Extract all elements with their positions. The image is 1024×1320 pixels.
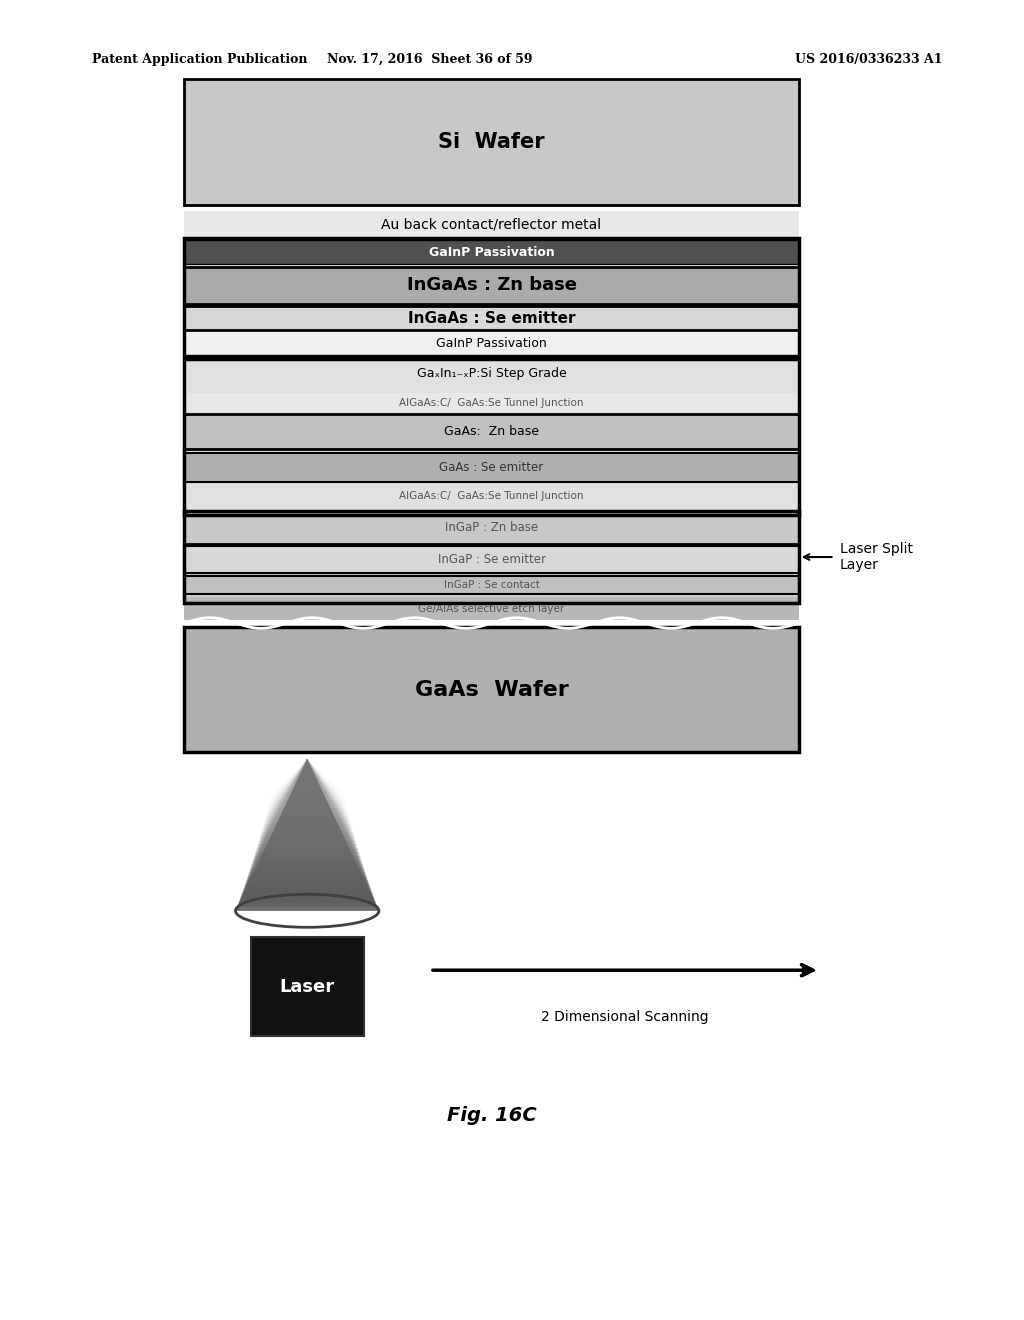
Text: Au back contact/reflector metal: Au back contact/reflector metal [382,218,601,231]
FancyBboxPatch shape [184,306,799,330]
Polygon shape [255,759,359,854]
Text: GaAs  Wafer: GaAs Wafer [415,680,568,700]
Polygon shape [250,759,365,870]
FancyBboxPatch shape [184,627,799,752]
Polygon shape [244,759,371,887]
FancyBboxPatch shape [184,453,799,482]
Text: Ge/AlAs selective etch layer: Ge/AlAs selective etch layer [419,603,564,614]
Text: InGaAs : Zn base: InGaAs : Zn base [407,276,577,294]
Polygon shape [242,759,373,895]
Bar [184,359,799,515]
Polygon shape [246,759,369,883]
Text: GaAs : Se emitter: GaAs : Se emitter [439,461,544,474]
Polygon shape [267,759,347,809]
Polygon shape [240,759,375,899]
Text: AlGaAs:C/  GaAs:Se Tunnel Junction: AlGaAs:C/ GaAs:Se Tunnel Junction [399,491,584,502]
Text: AlGaAs:C/  GaAs:Se Tunnel Junction: AlGaAs:C/ GaAs:Se Tunnel Junction [399,397,584,408]
Polygon shape [265,759,349,817]
Bar [184,484,799,508]
Text: Laser: Laser [280,978,335,995]
Bar [184,511,799,603]
Polygon shape [258,759,356,842]
Text: InGaP : Zn base: InGaP : Zn base [445,521,538,533]
Polygon shape [260,759,354,834]
Polygon shape [259,759,355,838]
Polygon shape [257,759,357,846]
Text: US 2016/0336233 A1: US 2016/0336233 A1 [795,53,942,66]
Bar [184,238,799,356]
Polygon shape [236,759,379,911]
Polygon shape [252,759,362,862]
Polygon shape [268,759,346,801]
FancyBboxPatch shape [184,267,799,304]
Polygon shape [253,759,361,858]
Text: Fig. 16C: Fig. 16C [446,1106,537,1125]
Bar [184,511,799,603]
Polygon shape [247,759,368,878]
FancyBboxPatch shape [184,546,799,573]
Text: GaInP Passivation: GaInP Passivation [436,337,547,350]
Polygon shape [263,759,351,822]
Text: 2 Dimensional Scanning: 2 Dimensional Scanning [541,1010,709,1024]
Polygon shape [256,759,358,850]
Polygon shape [262,759,352,826]
Polygon shape [248,759,367,874]
Polygon shape [236,759,379,911]
Text: InGaP : Se contact: InGaP : Se contact [443,579,540,590]
Text: InGaAs : Se emitter: InGaAs : Se emitter [408,310,575,326]
Bar [184,356,799,512]
Text: Patent Application Publication: Patent Application Publication [92,53,307,66]
Text: Laser Split
Layer: Laser Split Layer [840,543,912,572]
Bar [184,597,799,620]
Bar [184,356,799,391]
FancyBboxPatch shape [184,79,799,205]
Polygon shape [239,759,376,903]
Text: InGaP : Se emitter: InGaP : Se emitter [437,553,546,566]
FancyBboxPatch shape [184,576,799,594]
FancyBboxPatch shape [184,511,799,544]
Polygon shape [251,759,364,866]
Text: GaInP Passivation: GaInP Passivation [429,246,554,259]
Text: Nov. 17, 2016  Sheet 36 of 59: Nov. 17, 2016 Sheet 36 of 59 [328,53,532,66]
Polygon shape [237,759,378,907]
Polygon shape [266,759,348,813]
Polygon shape [268,759,346,805]
Text: GaₓIn₁₋ₓP:Si Step Grade: GaₓIn₁₋ₓP:Si Step Grade [417,367,566,380]
FancyBboxPatch shape [184,240,799,264]
Polygon shape [261,759,353,830]
Text: GaAs:  Zn base: GaAs: Zn base [444,425,539,438]
Bar [251,937,364,1036]
Text: Si  Wafer: Si Wafer [438,132,545,152]
Bar [184,211,799,238]
Polygon shape [243,759,372,891]
Bar [184,393,799,412]
FancyBboxPatch shape [184,414,799,449]
Bar [184,333,799,354]
